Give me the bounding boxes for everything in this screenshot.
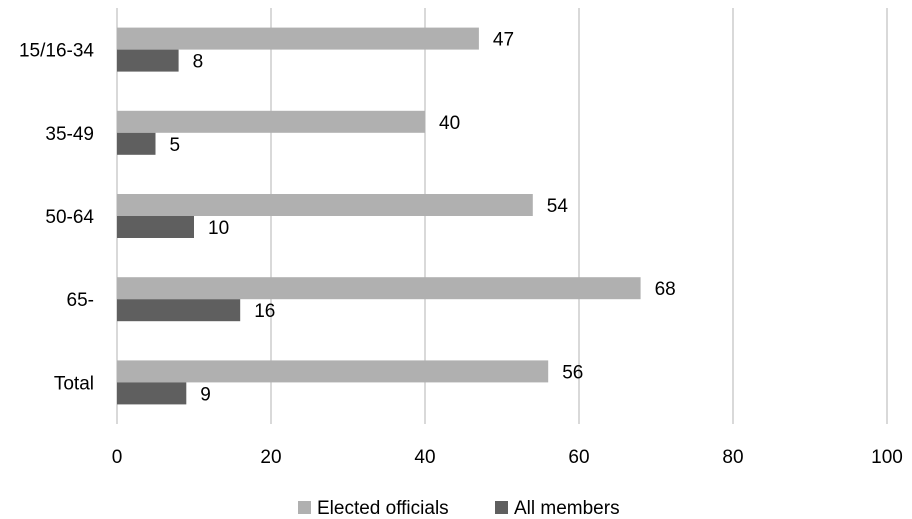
data-label: 16: [254, 301, 275, 322]
category-label: 65-: [67, 290, 94, 311]
bar: [117, 49, 179, 72]
bar: [117, 299, 241, 322]
legend-label: Elected officials: [317, 498, 449, 519]
category-axis-labels: 15/16-34 35-49 50-64 65- Total: [19, 41, 94, 395]
x-tick-label: 80: [722, 447, 743, 468]
bar: [117, 216, 194, 238]
bar: [117, 277, 641, 300]
x-tick-label: 40: [414, 447, 435, 468]
category-label: 15/16-34: [19, 41, 94, 62]
legend: Elected officials All members: [298, 498, 620, 519]
legend-label: All members: [514, 498, 620, 519]
bar: [117, 132, 156, 155]
legend-swatch: [495, 501, 508, 514]
category-label: 35-49: [45, 124, 94, 145]
bar: [117, 360, 549, 383]
bar: [117, 194, 533, 216]
value-axis-tick-labels: 0 20 40 60 80 100: [112, 447, 903, 468]
bar: [117, 382, 187, 405]
category-label: Total: [54, 373, 94, 394]
data-label: 47: [493, 30, 514, 51]
bar: [117, 110, 425, 133]
x-tick-label: 20: [260, 447, 281, 468]
data-labels: 47 8 40 5 54 10 68 16 56 9: [170, 30, 676, 406]
data-label: 9: [200, 384, 211, 405]
x-tick-label: 100: [871, 447, 903, 468]
category-label: 50-64: [45, 207, 94, 228]
data-label: 10: [208, 218, 229, 239]
data-label: 40: [439, 113, 460, 134]
bars: [117, 27, 641, 405]
data-label: 8: [193, 52, 204, 73]
legend-swatch: [298, 501, 311, 514]
data-label: 68: [655, 279, 676, 300]
data-label: 56: [562, 362, 583, 383]
data-label: 5: [170, 135, 181, 156]
bar: [117, 27, 479, 50]
x-tick-label: 60: [568, 447, 589, 468]
data-label: 54: [547, 196, 569, 217]
x-tick-label: 0: [112, 447, 123, 468]
